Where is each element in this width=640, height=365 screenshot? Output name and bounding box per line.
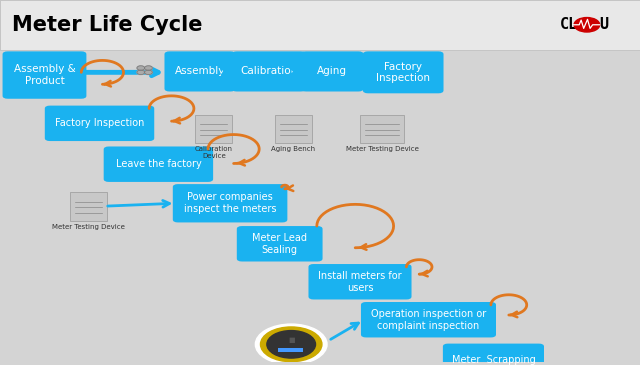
Text: Meter Testing Device: Meter Testing Device — [346, 146, 419, 152]
FancyBboxPatch shape — [361, 302, 496, 338]
FancyBboxPatch shape — [173, 184, 287, 222]
FancyBboxPatch shape — [275, 115, 312, 143]
Circle shape — [137, 70, 145, 74]
FancyBboxPatch shape — [285, 347, 296, 352]
Text: Calibration: Calibration — [240, 66, 298, 76]
Circle shape — [145, 70, 152, 74]
Text: Aging: Aging — [317, 66, 347, 76]
Circle shape — [145, 66, 152, 70]
FancyBboxPatch shape — [363, 51, 444, 93]
FancyBboxPatch shape — [293, 347, 303, 352]
FancyBboxPatch shape — [104, 146, 213, 182]
Circle shape — [574, 18, 600, 32]
Text: CL: CL — [560, 17, 579, 32]
Circle shape — [267, 331, 316, 358]
FancyBboxPatch shape — [3, 51, 86, 99]
Text: Assembly: Assembly — [175, 66, 225, 76]
Text: Meter Testing Device: Meter Testing Device — [52, 224, 125, 230]
Text: Aging Bench: Aging Bench — [271, 146, 315, 152]
Text: Calibration
Device: Calibration Device — [195, 146, 233, 159]
Text: Power companies
inspect the meters: Power companies inspect the meters — [184, 192, 276, 214]
Text: Leave the factory: Leave the factory — [116, 159, 201, 169]
Circle shape — [137, 66, 145, 70]
FancyBboxPatch shape — [45, 105, 154, 141]
FancyBboxPatch shape — [308, 264, 412, 299]
Text: Operation inspection or
complaint inspection: Operation inspection or complaint inspec… — [371, 309, 486, 331]
Text: Meter Life Cycle: Meter Life Cycle — [12, 15, 202, 35]
Circle shape — [260, 327, 322, 362]
FancyBboxPatch shape — [360, 115, 404, 143]
FancyBboxPatch shape — [443, 343, 544, 365]
Text: ■: ■ — [288, 337, 294, 343]
Text: Factory
Inspection: Factory Inspection — [376, 62, 430, 83]
Circle shape — [255, 324, 327, 365]
Text: Factory Inspection: Factory Inspection — [55, 118, 144, 128]
FancyBboxPatch shape — [278, 347, 288, 352]
Text: Meter Lead
Sealing: Meter Lead Sealing — [252, 233, 307, 254]
FancyBboxPatch shape — [301, 51, 364, 92]
Text: Meter  Scrapping: Meter Scrapping — [452, 354, 535, 365]
FancyBboxPatch shape — [232, 51, 306, 92]
FancyBboxPatch shape — [195, 115, 232, 143]
FancyBboxPatch shape — [237, 226, 323, 261]
FancyBboxPatch shape — [70, 192, 107, 220]
Text: Install meters for
users: Install meters for users — [318, 271, 402, 293]
Text: Assembly &
Product: Assembly & Product — [13, 64, 76, 86]
Text: U: U — [600, 17, 609, 32]
FancyBboxPatch shape — [0, 0, 640, 50]
FancyBboxPatch shape — [164, 51, 236, 92]
